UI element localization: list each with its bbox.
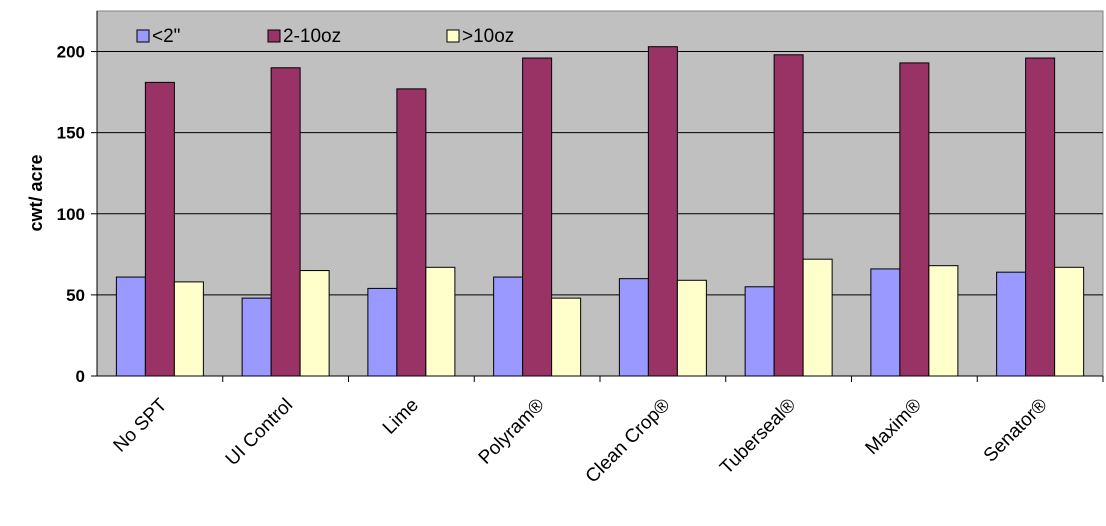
y-ticks: 0 50 100 150 200 xyxy=(57,43,97,386)
x-tick-label: Maxim® xyxy=(862,395,926,459)
bar-2-7 xyxy=(899,62,930,377)
bar-1-1 xyxy=(115,276,146,377)
y-axis-title: cwt/ acre xyxy=(26,154,46,231)
x-tick-label: Clean Crop® xyxy=(582,395,675,488)
legend-swatch xyxy=(136,29,150,43)
bar-2-3 xyxy=(396,88,427,377)
legend-label: 2-10oz xyxy=(283,26,341,47)
bar-1-7 xyxy=(870,268,901,377)
x-ticks: No SPT UI Control Lime Polyram® Clean Crop® T… xyxy=(110,376,1104,488)
bar-3-3 xyxy=(425,266,456,377)
bar-2-5 xyxy=(647,46,678,377)
bar-3-8 xyxy=(1054,266,1085,377)
bar-3-5 xyxy=(676,279,707,377)
legend-label: >10oz xyxy=(462,26,514,47)
legend: <2" 2-10oz >10oz xyxy=(136,26,514,47)
bar-3-6 xyxy=(802,258,833,377)
bar-1-3 xyxy=(367,287,398,377)
bars xyxy=(115,46,1085,377)
bar-1-6 xyxy=(744,286,775,377)
bar-1-4 xyxy=(493,276,524,377)
bar-1-5 xyxy=(618,278,649,377)
legend-label: <2" xyxy=(152,26,180,47)
y-tick-label: 50 xyxy=(66,286,85,305)
bar-2-8 xyxy=(1025,57,1056,377)
bar-3-7 xyxy=(928,265,959,377)
y-tick-label: 150 xyxy=(57,124,85,143)
x-tick-label: UI Control xyxy=(222,395,297,470)
y-tick-label: 200 xyxy=(57,43,85,62)
bar-3-4 xyxy=(551,297,582,377)
y-tick-label: 100 xyxy=(57,205,85,224)
x-tick-label: Tuberseal® xyxy=(716,395,800,479)
bar-2-6 xyxy=(773,54,804,377)
bar-3-1 xyxy=(173,281,204,377)
bar-2-2 xyxy=(270,67,301,377)
x-tick-label: Lime xyxy=(379,395,423,439)
bar-2-1 xyxy=(144,81,175,377)
x-tick-label: Senator® xyxy=(980,395,1052,467)
legend-swatch xyxy=(446,29,460,43)
bar-2-4 xyxy=(522,57,553,377)
bar-1-8 xyxy=(996,271,1027,377)
x-tick-label: Polyram® xyxy=(475,395,549,469)
legend-swatch xyxy=(267,29,281,43)
x-tick-label: No SPT xyxy=(110,394,172,456)
bar-1-2 xyxy=(241,297,272,377)
y-tick-label: 0 xyxy=(76,367,85,386)
bar-3-2 xyxy=(299,270,330,377)
